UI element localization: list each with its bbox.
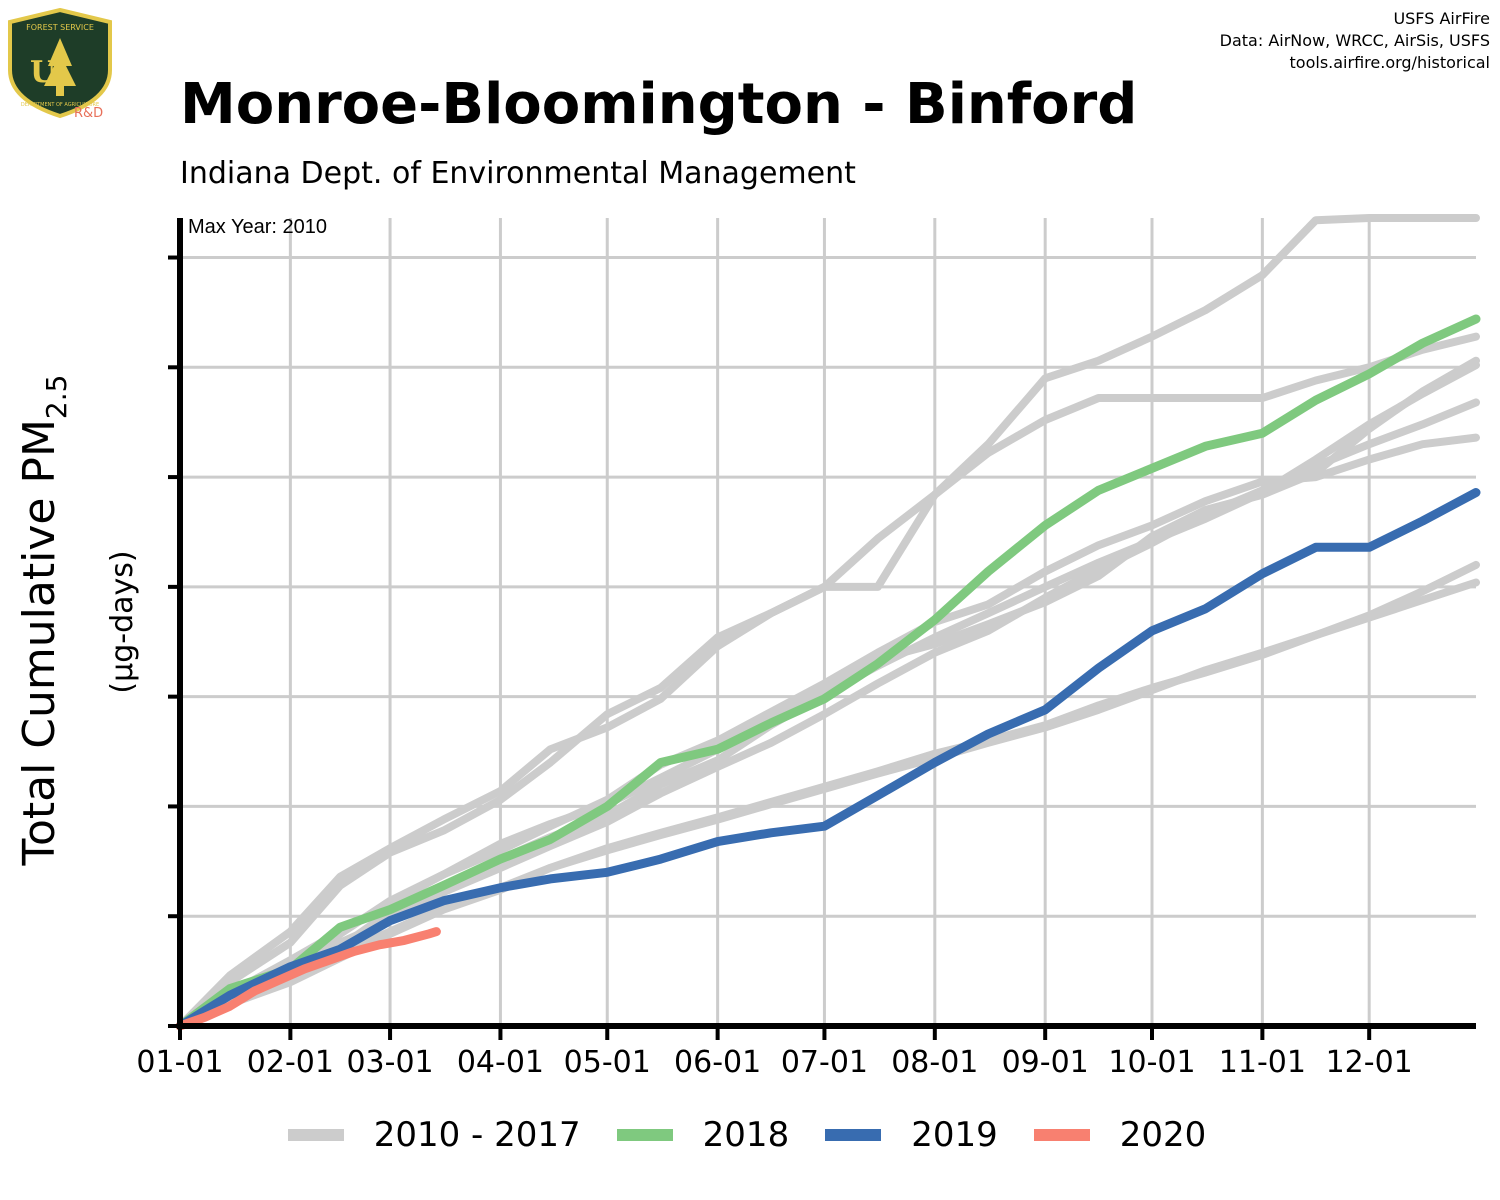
grid-layer: [178, 218, 1476, 1028]
series-line-2010-2017-6: [176, 560, 1480, 1030]
x-tick-label-01-01: 01-01: [136, 1045, 223, 1080]
y-axis-label-main: Total Cumulative PM: [14, 419, 65, 866]
legend-swatch-2018: [616, 1129, 673, 1141]
svg-text:FOREST SERVICE: FOREST SERVICE: [26, 23, 94, 32]
credit-line-url: tools.airfire.org/historical: [1289, 53, 1490, 72]
legend-item-2010-2017: 2010 - 2017: [287, 1115, 581, 1155]
legend-item-2018: 2018: [616, 1115, 790, 1155]
max-year-annotation: Max Year: 2010: [188, 216, 327, 238]
legend: 2010 - 2017 2018 2019 2020: [0, 1110, 1500, 1160]
x-tick-label-06-01: 06-01: [674, 1045, 761, 1080]
legend-swatch-2019: [825, 1129, 882, 1141]
x-tick-label-04-01: 04-01: [457, 1045, 544, 1080]
x-tick-label-03-01: 03-01: [346, 1045, 433, 1080]
usfs-logo: U S FOREST SERVICE DEPARTMENT OF AGRICUL…: [6, 7, 156, 121]
series-line-2018-8: [175, 314, 1481, 1031]
y-axis-label-subscript: 2.5: [40, 375, 73, 420]
x-tick-label-02-01: 02-01: [247, 1045, 334, 1080]
legend-label-2010-2017: 2010 - 2017: [373, 1115, 581, 1155]
legend-swatch-historic: [287, 1129, 344, 1141]
x-tick-label-05-01: 05-01: [564, 1045, 651, 1080]
series-line-2010-2017-4: [176, 433, 1480, 1030]
series-line-2010-2017-0: [176, 214, 1480, 1030]
legend-item-2020: 2020: [1033, 1115, 1207, 1155]
legend-label-2019: 2019: [911, 1115, 998, 1155]
x-tick-label-07-01: 07-01: [781, 1045, 868, 1080]
x-tick-label-11-01: 11-01: [1219, 1045, 1306, 1080]
y-axis-label: Total Cumulative PM2.5: [14, 375, 73, 867]
svg-text:DEPARTMENT OF AGRICULTURE: DEPARTMENT OF AGRICULTURE: [21, 102, 99, 108]
legend-item-2019: 2019: [825, 1115, 998, 1155]
legend-label-2018: 2018: [702, 1115, 790, 1155]
credit-line-data-sources: Data: AirNow, WRCC, AirSis, USFS: [1219, 31, 1490, 50]
series-line-2010-2017-7: [176, 578, 1480, 1030]
credit-line-airfire: USFS AirFire: [1393, 9, 1490, 28]
legend-swatch-2020: [1033, 1129, 1090, 1141]
x-tick-label-12-01: 12-01: [1326, 1045, 1413, 1080]
x-tick-label-08-01: 08-01: [891, 1045, 978, 1080]
svg-text:R&D: R&D: [74, 106, 103, 120]
y-axis-units: (µg-days): [105, 550, 140, 693]
x-tick-label-09-01: 09-01: [1002, 1045, 1089, 1080]
axis-layer: 01-01 02-01 03-01 04-01 05-01 06-01 07-01 08-01…: [136, 218, 1476, 1080]
series-layer: [175, 214, 1481, 1031]
data-credits: USFS AirFire Data: AirNow, WRCC, AirSis,…: [1220, 8, 1490, 74]
x-tick-label-10-01: 10-01: [1108, 1045, 1195, 1080]
series-line-2019-9: [175, 488, 1481, 1031]
legend-label-2020: 2020: [1119, 1115, 1207, 1155]
series-line-2010-2017-1: [176, 332, 1480, 1030]
series-line-2020-10: [175, 927, 441, 1031]
chart-subtitle: Indiana Dept. of Environmental Managemen…: [180, 156, 856, 191]
svg-text:U S: U S: [30, 55, 114, 90]
tree-icon: [44, 38, 76, 96]
chart-title: Monroe-Bloomington - Binford: [180, 72, 1138, 137]
